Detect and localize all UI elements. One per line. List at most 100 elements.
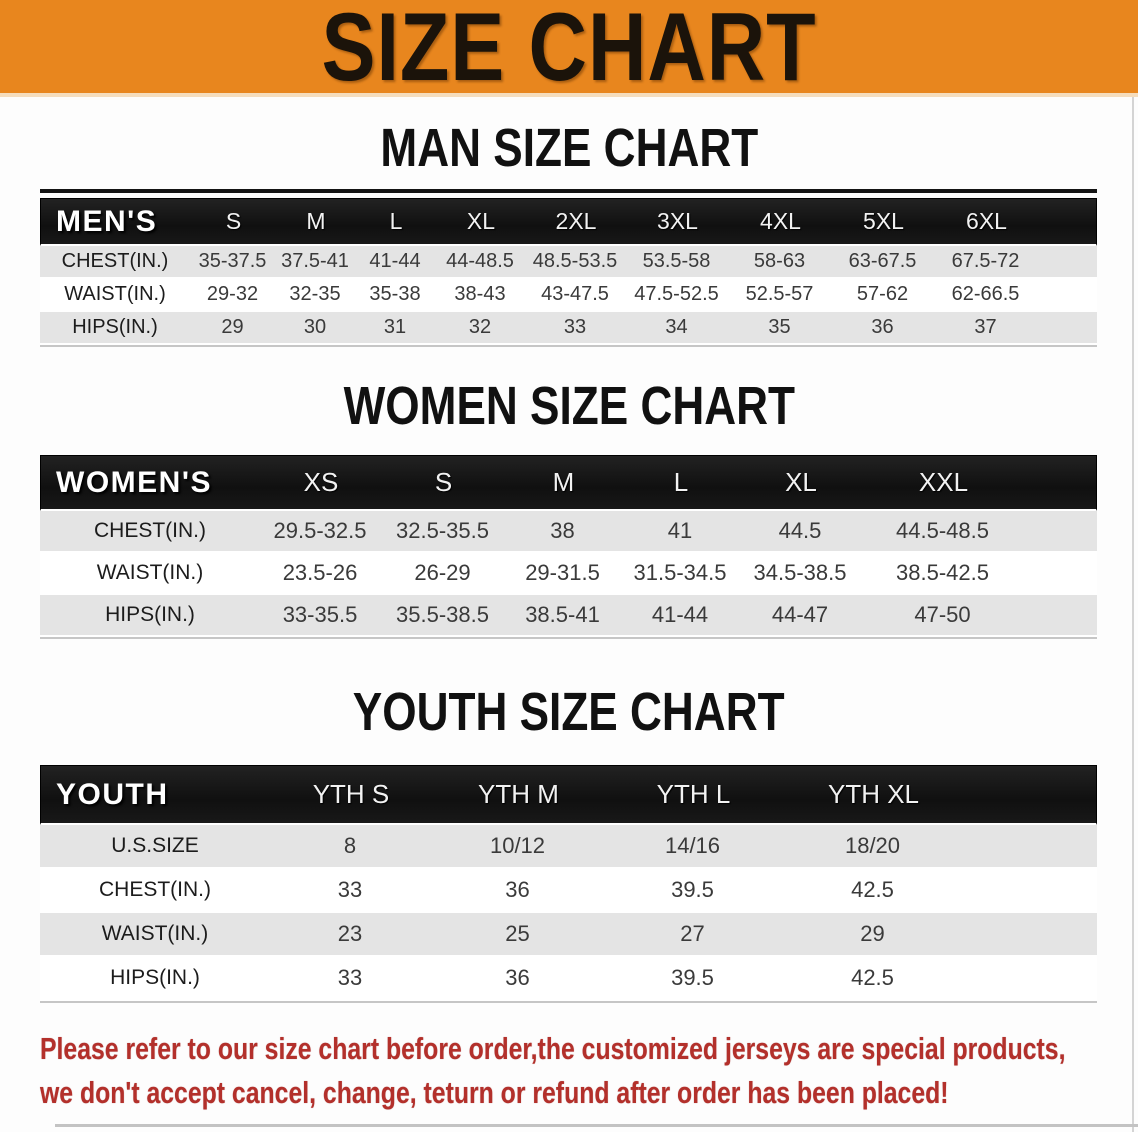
- cell: 32-35: [289, 283, 341, 305]
- row-label: WAIST(IN.): [64, 283, 166, 305]
- cell: 47.5-52.5: [634, 283, 719, 305]
- row-label: WAIST(IN.): [96, 561, 204, 584]
- row-label: CHEST(IN.): [94, 519, 206, 542]
- youth-table-corner-label: YOUTH: [56, 777, 169, 811]
- disclaimer-text: Please refer to our size chart before or…: [40, 1027, 1138, 1115]
- cell: 57-62: [856, 283, 909, 305]
- men-col-header: XL: [466, 208, 496, 234]
- row-label: U.S.SIZE: [111, 834, 199, 857]
- cell: 33: [337, 877, 363, 902]
- men-table-corner-label: MEN'S: [56, 204, 158, 238]
- cell: 38: [550, 518, 575, 543]
- cell: 36: [505, 965, 530, 990]
- row-label: WAIST(IN.): [101, 922, 209, 945]
- page-edge-line-right: [1132, 97, 1134, 1132]
- women-col-header: M: [552, 467, 575, 497]
- cell: 36: [871, 316, 894, 338]
- men-col-header: 4XL: [760, 208, 801, 234]
- youth-table-header-row: YOUTH YTH S YTH M YTH L YTH XL: [40, 765, 1097, 825]
- banner-title: SIZE CHART: [321, 0, 817, 101]
- cell: 32: [468, 316, 492, 338]
- cell: 42.5: [851, 965, 894, 990]
- men-chest-row: CHEST(IN.) 35-37.5 37.5-41 41-44 44-48.5…: [40, 246, 1097, 279]
- men-col-header: L: [389, 208, 403, 234]
- cell: 42.5: [851, 877, 894, 902]
- cell: 10/12: [489, 833, 546, 858]
- cell: 58-63: [753, 250, 806, 272]
- cell: 48.5-53.5: [532, 250, 618, 272]
- cell: 26-29: [414, 560, 471, 585]
- women-waist-row: WAIST(IN.) 23.5-26 26-29 29-31.5 31.5-34…: [40, 553, 1097, 595]
- cell: 14/16: [664, 833, 721, 858]
- cell: 41-44: [651, 602, 709, 627]
- youth-col-header: YTH L: [656, 779, 731, 809]
- cell: 38-43: [454, 283, 506, 305]
- youth-size-table: YOUTH YTH S YTH M YTH L YTH XL U.S.SIZE …: [40, 765, 1097, 1003]
- disclaimer-line-1: Please refer to our size chart before or…: [40, 1031, 1066, 1066]
- cell: 39.5: [671, 877, 714, 902]
- women-col-header: S: [434, 467, 453, 497]
- cell: 31.5-34.5: [633, 560, 727, 585]
- cell: 27: [680, 921, 705, 946]
- cell: 23.5-26: [282, 560, 358, 585]
- cell: 34.5-38.5: [753, 560, 847, 585]
- cell: 52.5-57: [745, 283, 814, 305]
- men-col-header: M: [306, 208, 326, 234]
- cell: 35-37.5: [198, 250, 267, 272]
- cell: 37: [974, 316, 997, 338]
- cell: 29-32: [206, 283, 259, 305]
- men-table-header-row: MEN'S S M L XL 2XL 3XL 4XL 5XL 6XL: [40, 198, 1097, 246]
- row-label: CHEST(IN.): [61, 250, 169, 272]
- cell: 37.5-41: [281, 250, 349, 272]
- men-waist-row: WAIST(IN.) 29-32 32-35 35-38 38-43 43-47…: [40, 279, 1097, 312]
- youth-col-header: YTH XL: [827, 779, 920, 809]
- cell: 41: [667, 518, 693, 543]
- youth-col-header: YTH M: [478, 779, 559, 809]
- cell: 32.5-35.5: [396, 518, 489, 543]
- men-col-header: S: [225, 208, 242, 234]
- cell: 35-38: [369, 283, 421, 305]
- cell: 41-44: [369, 250, 421, 272]
- youth-waist-row: WAIST(IN.) 23 25 27 29: [40, 913, 1097, 957]
- cell: 8: [343, 833, 357, 858]
- cell: 35.5-38.5: [396, 602, 489, 627]
- cell: 62-66.5: [951, 283, 1020, 305]
- banner: SIZE CHART: [0, 0, 1138, 97]
- women-size-table: WOMEN'S XS S M L XL XXL CHEST(IN.) 29.5-…: [40, 455, 1097, 639]
- cell: 29.5-32.5: [273, 518, 367, 543]
- cell: 44-47: [771, 602, 829, 627]
- cell: 25: [505, 921, 530, 946]
- cell: 38.5-41: [525, 602, 600, 627]
- youth-section-heading: YOUTH SIZE CHART: [353, 682, 785, 743]
- youth-chest-row: CHEST(IN.) 33 36 39.5 42.5: [40, 869, 1097, 913]
- row-label: HIPS(IN.): [105, 603, 195, 626]
- row-label: CHEST(IN.): [99, 878, 211, 901]
- women-table-header-row: WOMEN'S XS S M L XL XXL: [40, 455, 1097, 511]
- men-size-table: MEN'S S M L XL 2XL 3XL 4XL 5XL 6XL CHEST…: [40, 198, 1097, 347]
- cell: 44.5-48.5: [896, 518, 989, 543]
- women-col-header: XS: [303, 467, 339, 497]
- cell: 43-47.5: [541, 283, 609, 305]
- men-col-header: 2XL: [555, 208, 597, 234]
- cell: 33: [563, 316, 587, 338]
- youth-col-header: YTH S: [312, 779, 390, 809]
- cell: 36: [505, 877, 530, 902]
- men-table-top-rule: [40, 189, 1097, 193]
- cell: 29-31.5: [525, 560, 600, 585]
- men-hips-row: HIPS(IN.) 29 30 31 32 33 34 35 36 37: [40, 312, 1097, 345]
- women-col-header: L: [673, 467, 689, 497]
- cell: 33: [337, 965, 363, 990]
- cell: 23: [337, 921, 363, 946]
- cell: 38.5-42.5: [896, 560, 989, 585]
- women-chest-row: CHEST(IN.) 29.5-32.5 32.5-35.5 38 41 44.…: [40, 511, 1097, 553]
- cell: 33-35.5: [282, 602, 358, 627]
- men-section-heading: MAN SIZE CHART: [380, 118, 758, 179]
- disclaimer-line-2: we don't accept cancel, change, teturn o…: [40, 1075, 949, 1110]
- cell: 44.5: [778, 518, 822, 543]
- cell: 67.5-72: [951, 250, 1020, 272]
- cell: 44-48.5: [446, 250, 514, 272]
- men-col-header: 6XL: [966, 208, 1007, 234]
- women-col-header: XL: [785, 467, 817, 497]
- men-col-header: 5XL: [863, 208, 904, 234]
